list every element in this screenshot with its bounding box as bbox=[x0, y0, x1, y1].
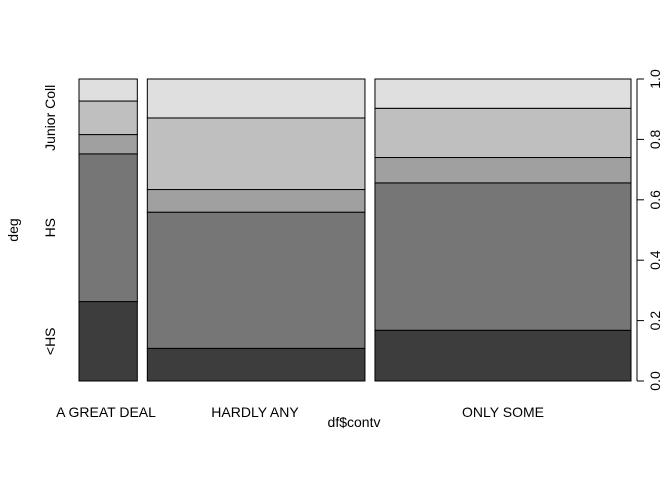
tick-label: 0.0 bbox=[647, 371, 663, 391]
mosaic-tile bbox=[78, 100, 138, 136]
mosaic-tile bbox=[78, 301, 138, 382]
mosaic-tile bbox=[374, 157, 632, 184]
level-label: Junior Coll bbox=[42, 85, 58, 151]
mosaic-tile bbox=[146, 211, 366, 349]
mosaic-tile bbox=[374, 78, 632, 109]
x-axis-label: df$contv bbox=[328, 414, 381, 430]
mosaic-tile bbox=[146, 189, 366, 213]
tick-label: 0.2 bbox=[647, 311, 663, 331]
category-label: HARDLY ANY bbox=[211, 404, 299, 420]
tick-label: 0.6 bbox=[647, 190, 663, 210]
mosaic-tile bbox=[78, 78, 138, 102]
tick-label: 0.4 bbox=[647, 250, 663, 270]
mosaic-tile bbox=[374, 182, 632, 331]
tick-label: 0.8 bbox=[647, 129, 663, 149]
level-label: <HS bbox=[42, 327, 58, 355]
mosaic-tile bbox=[78, 134, 138, 155]
level-label: HS bbox=[42, 218, 58, 237]
mosaic-tile bbox=[146, 78, 366, 119]
category-labels: A GREAT DEAL HARDLY ANY ONLY SOME bbox=[56, 404, 544, 420]
mosaic-tile bbox=[146, 117, 366, 191]
y-axis-label: deg bbox=[5, 218, 21, 241]
right-axis: 0.0 0.2 0.4 0.6 0.8 1.0 bbox=[636, 69, 663, 391]
mosaic-tile bbox=[374, 329, 632, 382]
mosaic-tile bbox=[78, 153, 138, 303]
category-label: ONLY SOME bbox=[462, 404, 544, 420]
tick-label: 1.0 bbox=[647, 69, 663, 89]
mosaic-tile bbox=[374, 107, 632, 159]
mosaic-tile bbox=[146, 347, 366, 382]
mosaic-tiles bbox=[78, 78, 632, 382]
level-labels: <HS HS Junior Coll bbox=[42, 85, 58, 355]
category-label: A GREAT DEAL bbox=[56, 404, 156, 420]
